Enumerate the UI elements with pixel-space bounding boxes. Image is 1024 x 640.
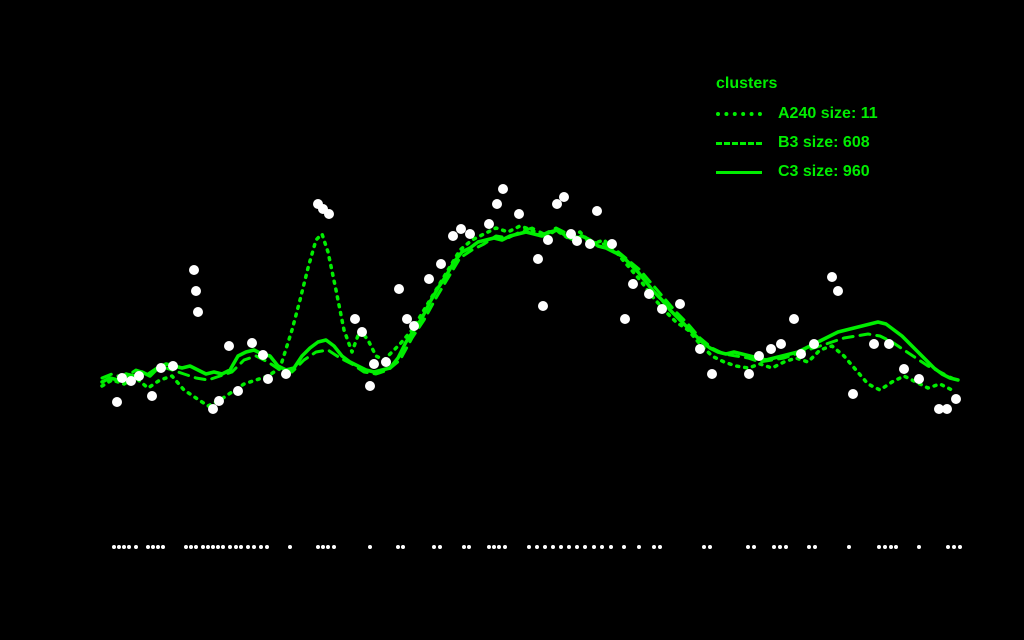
legend-item: B3 size: 608: [716, 135, 878, 151]
legend-item-label: A240 size: 11: [778, 105, 878, 122]
legend-item-label: C3 size: 960: [778, 163, 870, 180]
legend-item: C3 size: 960: [716, 164, 878, 180]
solid-line-key-icon: [716, 170, 762, 174]
dotted-line-key-icon: [716, 112, 762, 116]
dashed-line-key-icon: [716, 141, 762, 145]
legend-title: clusters: [716, 75, 778, 92]
legend-item: A240 size: 11: [716, 106, 878, 122]
legend-item-label: B3 size: 608: [778, 134, 870, 151]
legend: clusters A240 size: 11 B3 size: 608 C3 s…: [716, 76, 878, 193]
